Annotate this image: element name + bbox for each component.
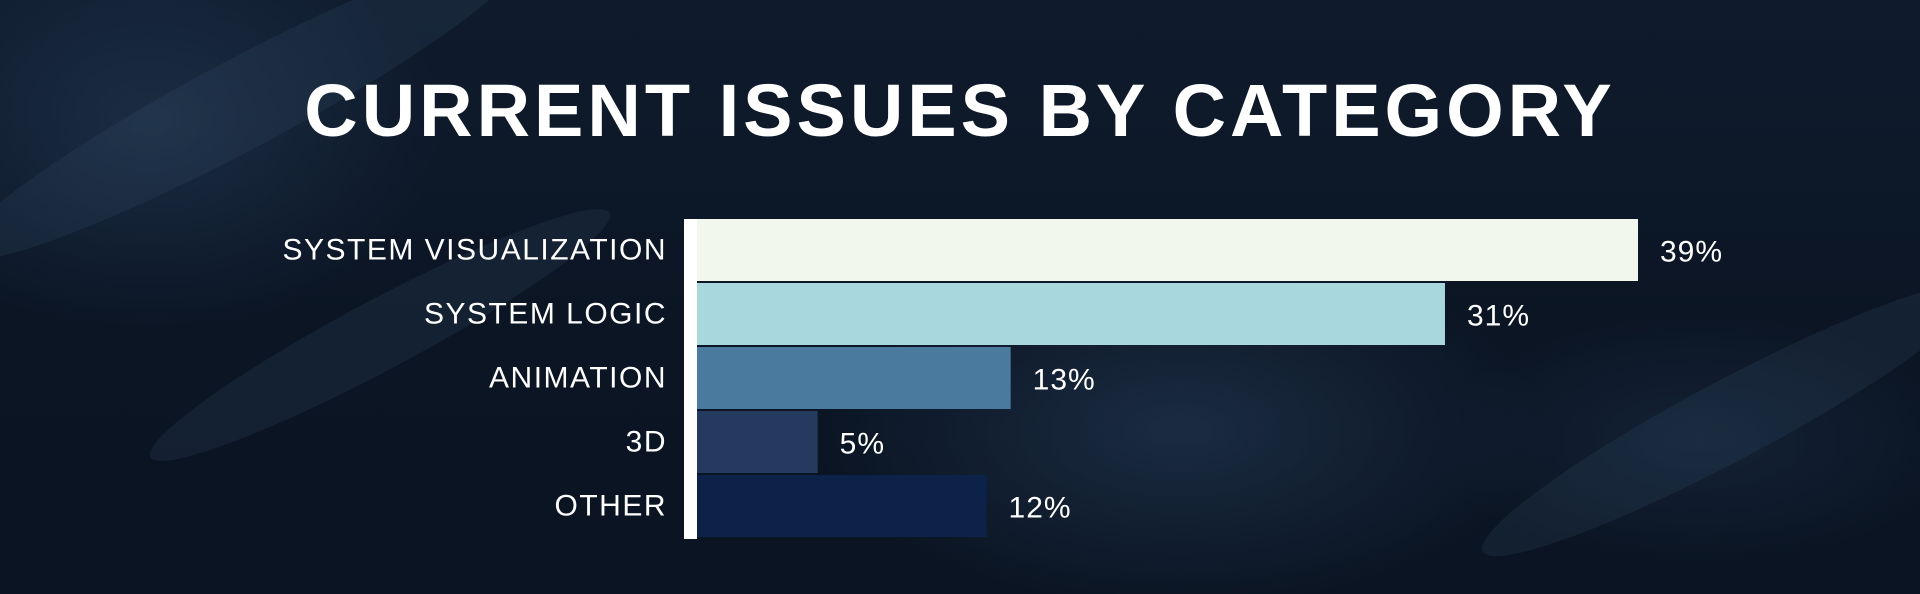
- value-label-system-visualization: 39%: [1660, 236, 1723, 269]
- value-label-animation: 13%: [1033, 364, 1096, 397]
- bar-system-visualization: [697, 219, 1638, 281]
- bar-animation: [697, 347, 1011, 409]
- bar-other: [697, 475, 987, 537]
- value-label-other: 12%: [1009, 492, 1072, 525]
- category-label-3d: 3D: [626, 426, 667, 459]
- category-label-animation: ANIMATION: [489, 362, 667, 395]
- chart-title: CURRENT ISSUES BY CATEGORY: [304, 69, 1616, 152]
- bar-system-logic: [697, 283, 1445, 345]
- value-label-3d: 5%: [840, 428, 885, 461]
- value-label-system-logic: 31%: [1467, 300, 1530, 333]
- category-label-system-visualization: SYSTEM VISUALIZATION: [282, 234, 667, 267]
- y-axis-line: [684, 219, 697, 539]
- category-label-system-logic: SYSTEM LOGIC: [424, 298, 667, 331]
- bar-3d: [697, 411, 818, 473]
- category-label-other: OTHER: [555, 490, 668, 523]
